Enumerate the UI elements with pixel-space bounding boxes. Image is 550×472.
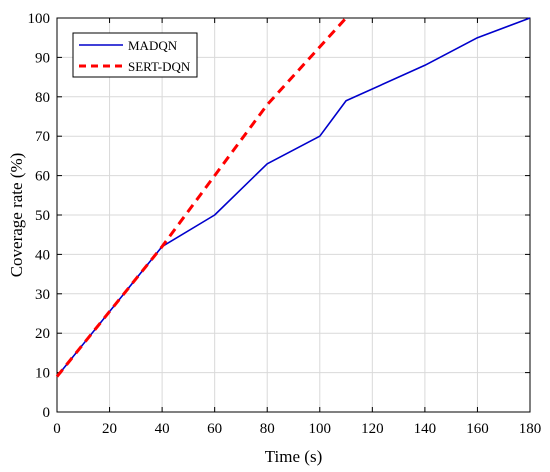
series-line-madqn [56, 17, 531, 378]
legend-label-sert-dqn: SERT-DQN [128, 59, 191, 74]
y-tick-label: 40 [35, 247, 50, 263]
x-axis-title: Time (s) [265, 447, 322, 466]
x-tick-label: 80 [260, 421, 275, 437]
x-tick-label: 160 [466, 421, 489, 437]
x-tick-label: 120 [361, 421, 384, 437]
x-tick-label: 20 [102, 421, 117, 437]
y-tick-label: 50 [35, 208, 50, 224]
x-tick-label: 140 [414, 421, 437, 437]
y-tick-label: 20 [35, 326, 50, 342]
y-tick-label: 90 [35, 50, 50, 66]
series-line-sert-dqn [55, 16, 348, 378]
y-tick-label: 30 [35, 287, 50, 303]
y-tick-label: 80 [35, 90, 50, 106]
legend-box [72, 32, 198, 78]
x-tick-label: 40 [155, 421, 170, 437]
y-axis-title: Coverage rate (%) [7, 153, 26, 278]
x-tick-label: 60 [207, 421, 222, 437]
y-tick-label: 10 [35, 366, 50, 382]
y-tick-label: 70 [35, 129, 50, 145]
axis-ticks: 0 20 40 60 80 100 120 140 160 180 0 10 20 30 40 50 60 70 8… [28, 11, 542, 437]
x-tick-label: 180 [519, 421, 542, 437]
x-tick-label: 100 [309, 421, 332, 437]
series-lines [55, 16, 531, 378]
legend: MADQN SERT-DQN [72, 32, 198, 78]
legend-label-madqn: MADQN [128, 38, 178, 53]
y-tick-label: 60 [35, 169, 50, 185]
x-tick-label: 0 [53, 421, 61, 437]
y-tick-label: 0 [43, 405, 51, 421]
y-tick-label: 100 [28, 11, 51, 27]
